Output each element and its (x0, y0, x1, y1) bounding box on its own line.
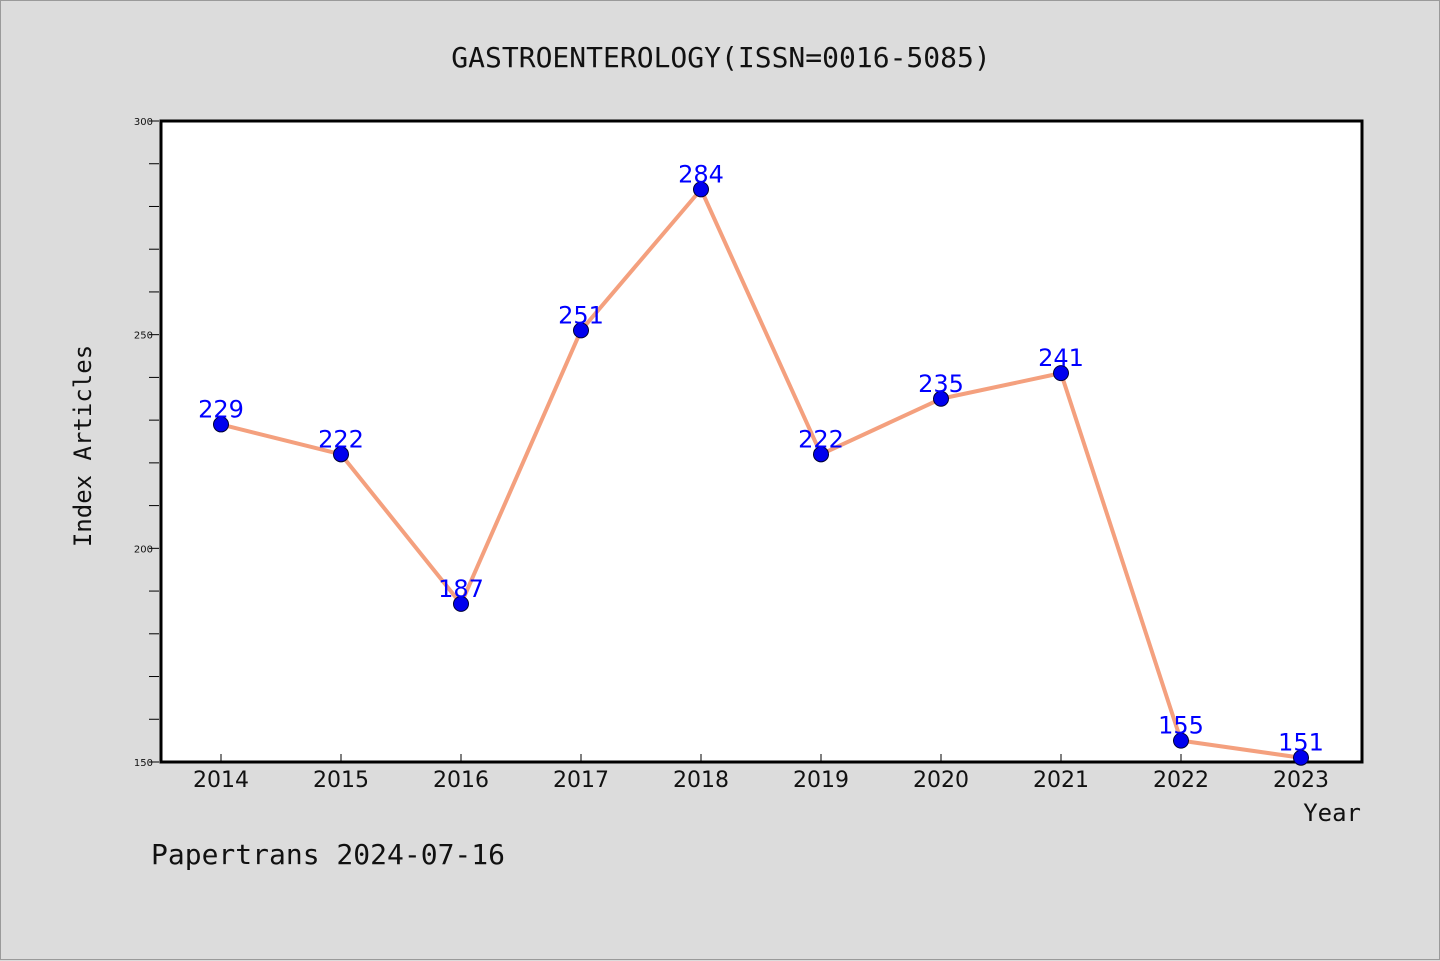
x-axis-label: Year (1303, 799, 1361, 827)
data-label: 235 (918, 370, 964, 398)
series-line (220, 187, 1302, 760)
x-tick-label: 2019 (793, 768, 849, 793)
plot-area (159, 119, 1364, 764)
footer-watermark: Papertrans 2024-07-16 (151, 838, 505, 871)
data-point (213, 416, 229, 433)
x-tick-label: 2023 (1273, 768, 1329, 793)
y-tick-label: 300 (134, 117, 153, 128)
data-point (813, 446, 829, 463)
x-tick-label: 2015 (313, 768, 369, 793)
data-label: 241 (1038, 344, 1084, 372)
data-point (1173, 732, 1189, 749)
data-label: 222 (798, 425, 844, 453)
data-labels-group: 229 222 187 251 284 222 235 241 155 151 (198, 160, 1324, 756)
data-label: 229 (198, 395, 244, 423)
data-point (1053, 365, 1069, 382)
y-tick-label: 250 (134, 331, 153, 342)
data-point (693, 181, 709, 198)
x-tick-label: 2016 (433, 768, 489, 793)
data-label: 187 (438, 575, 484, 603)
series-group (213, 181, 1309, 766)
data-label: 155 (1158, 712, 1204, 740)
x-tick-label: 2014 (193, 768, 249, 793)
data-label: 284 (678, 160, 724, 188)
y-tick-label: 150 (134, 758, 153, 769)
y-tick-label: 200 (134, 544, 153, 555)
data-label: 151 (1278, 729, 1324, 757)
data-label: 222 (318, 425, 364, 453)
chart-title: GASTROENTEROLOGY(ISSN=0016-5085) (451, 41, 990, 74)
data-point (933, 390, 949, 407)
x-tick-label: 2021 (1033, 768, 1089, 793)
x-tick-label: 2022 (1153, 768, 1209, 793)
x-tick-label: 2018 (673, 768, 729, 793)
y-axis-label: Index Articles (69, 345, 97, 547)
data-point (573, 322, 589, 339)
x-tick-label: 2017 (553, 768, 609, 793)
x-axis-ticks: 2014 2015 2016 2017 2018 2019 2020 2021 2022 2023 (193, 754, 1329, 793)
data-point (453, 595, 469, 612)
y-axis-ticks: 150 200 250 300 (134, 117, 159, 769)
data-point (333, 446, 349, 463)
data-point (1293, 749, 1309, 766)
x-tick-label: 2020 (913, 768, 969, 793)
data-label: 251 (558, 301, 604, 329)
